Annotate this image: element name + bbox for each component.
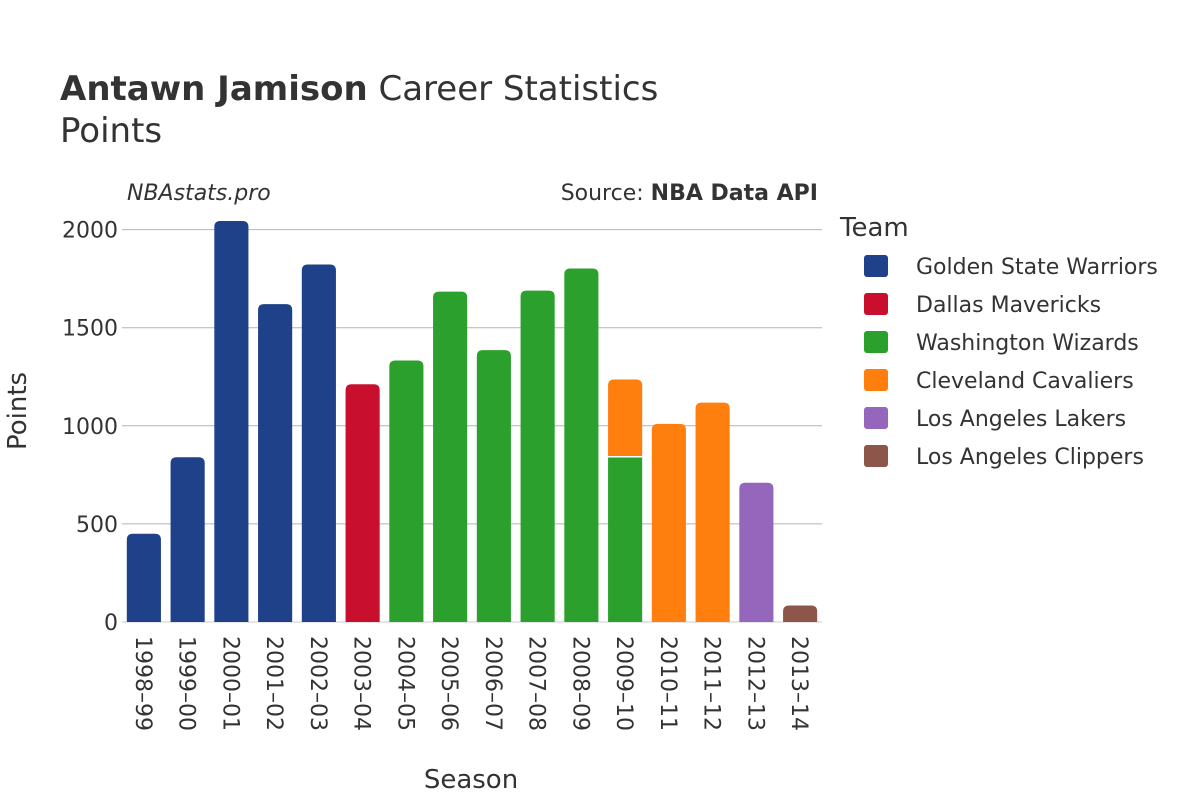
legend-label: Dallas Mavericks [916,293,1101,318]
source-value: NBA Data API [651,181,818,206]
chart-subtitle: Points [60,111,163,151]
x-tick-label: 1998–99 [130,636,155,731]
y-axis-title: Points [3,372,33,450]
bar [608,379,643,457]
legend-label: Golden State Warriors [916,255,1158,280]
bar [651,423,686,622]
bar [695,402,730,622]
legend-swatch [864,445,888,467]
bar [739,482,774,622]
bar [608,456,643,622]
legend-label: Los Angeles Clippers [916,445,1144,470]
x-tick-label: 2011–12 [699,636,724,731]
legend-swatch [864,369,888,391]
legend-swatch [864,293,888,315]
x-tick-label: 2003–04 [349,636,374,731]
bar [433,291,468,622]
bar [520,290,555,622]
x-tick-label: 2012–13 [742,636,767,731]
legend-swatch [864,407,888,429]
bar [564,268,599,622]
bars [126,220,818,622]
bar [258,304,293,622]
chart-title: Antawn Jamison Career Statistics Points [60,68,658,152]
bar [214,220,249,622]
x-axis-title: Season [424,765,518,795]
x-tick-label: 2000–01 [217,636,242,731]
x-tick-label: 2001–02 [261,636,286,731]
x-tick-label: 2002–03 [305,636,330,731]
x-tick-label: 2008–09 [567,636,592,731]
x-tick-label: 2010–11 [655,636,680,731]
bar [389,360,424,622]
source-note: Source: NBA Data API [561,181,818,206]
y-tick-labels: 0 500 1000 1500 2000 [62,219,118,636]
bar [126,533,161,622]
source-label: Source: [561,181,651,206]
y-tick-label: 1000 [62,415,118,440]
bar [476,350,511,622]
legend-label: Los Angeles Lakers [916,407,1126,432]
x-tick-label: 2009–10 [611,636,636,731]
bar [301,264,336,622]
y-tick-label: 0 [104,611,118,636]
legend: Golden State Warriors Dallas Mavericks Was… [864,255,1158,470]
x-tick-label: 2005–06 [436,636,461,731]
bar [170,457,205,622]
legend-label: Cleveland Cavaliers [916,369,1134,394]
legend-label: Washington Wizards [916,331,1139,356]
x-tick-label: 2007–08 [524,636,549,731]
chart-title-player: Antawn Jamison [60,69,368,109]
x-tick-labels: 1998–99 1999–00 2000–01 2001–02 2002–03 2003–… [130,636,811,731]
legend-title: Team [839,213,909,243]
y-tick-label: 500 [76,513,118,538]
legend-swatch [864,331,888,353]
y-tick-label: 2000 [62,219,118,244]
site-watermark: NBAstats.pro [127,181,271,206]
bar [345,384,380,622]
x-tick-label: 1999–00 [174,636,199,731]
x-tick-label: 2013–14 [786,636,811,731]
bar [783,605,818,622]
legend-swatch [864,255,888,277]
y-tick-label: 1500 [62,317,118,342]
x-tick-label: 2004–05 [392,636,417,731]
x-tick-label: 2006–07 [480,636,505,731]
chart-title-rest: Career Statistics [367,69,659,109]
